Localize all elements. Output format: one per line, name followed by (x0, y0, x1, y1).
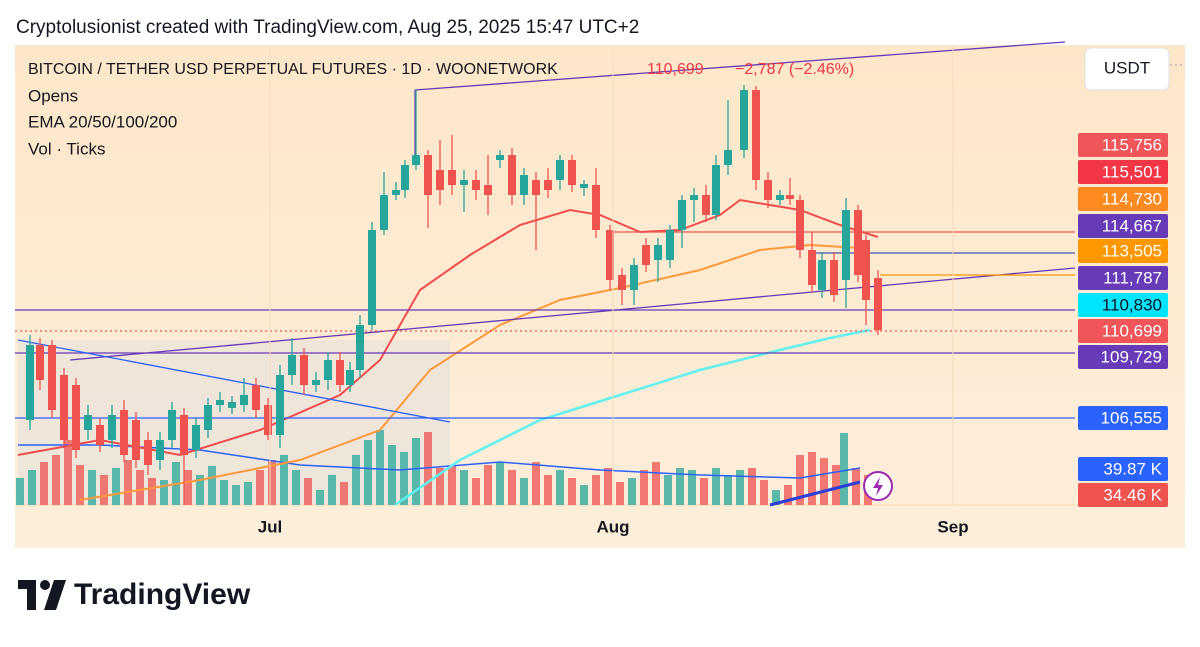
price-badge (1078, 133, 1168, 157)
price-badge (1078, 239, 1168, 263)
price-badge (1078, 266, 1168, 290)
indicators (17, 198, 879, 507)
price-badge (1078, 160, 1168, 184)
price-badge (1078, 406, 1168, 430)
price-label: 34.46 K (1103, 485, 1162, 504)
price-label: 106,555 (1101, 408, 1162, 427)
drawings (15, 41, 1076, 423)
legend-line: Opens (28, 86, 78, 105)
logo-text: TradingView (74, 578, 251, 611)
volume (16, 430, 872, 505)
lightning (873, 477, 883, 496)
price-badge (1078, 319, 1168, 343)
caption: Cryptolusionist created with TradingView… (16, 17, 639, 38)
legend-line: EMA 20/50/100/200 (28, 112, 177, 131)
price-badge (1078, 483, 1168, 507)
price-label: 39.87 K (1103, 459, 1162, 478)
time-label: Jul (258, 517, 283, 536)
price-badge (1078, 214, 1168, 238)
price-label: 110,699 (1102, 321, 1162, 340)
legend-line: Vol · Ticks (28, 139, 105, 158)
currency: USDT (1104, 58, 1150, 77)
price-label: 110,830 (1102, 295, 1162, 314)
price-label: 113,505 (1102, 241, 1162, 260)
price-label: 115,501 (1102, 162, 1162, 181)
price-label: 111,787 (1103, 268, 1162, 287)
currency-button[interactable] (1084, 47, 1170, 91)
change: −2,787 (−2.46%) (735, 61, 854, 78)
symbol: BITCOIN / TETHER USD PERPETUAL FUTURES ·… (28, 61, 558, 78)
price-label: 115,756 (1102, 135, 1162, 154)
price-label: 114,730 (1102, 189, 1162, 208)
price-badge (1078, 457, 1168, 481)
logo-mark (18, 580, 66, 610)
time-label: Aug (596, 517, 629, 536)
price-badge (1078, 293, 1168, 317)
last-price: 110,699 (647, 61, 704, 78)
time-label: Sep (937, 517, 968, 536)
price-label: 114,667 (1102, 216, 1162, 235)
price-badge (1078, 345, 1168, 369)
price-label: 109,729 (1101, 347, 1162, 366)
price-badge (1078, 187, 1168, 211)
candles (26, 85, 882, 505)
